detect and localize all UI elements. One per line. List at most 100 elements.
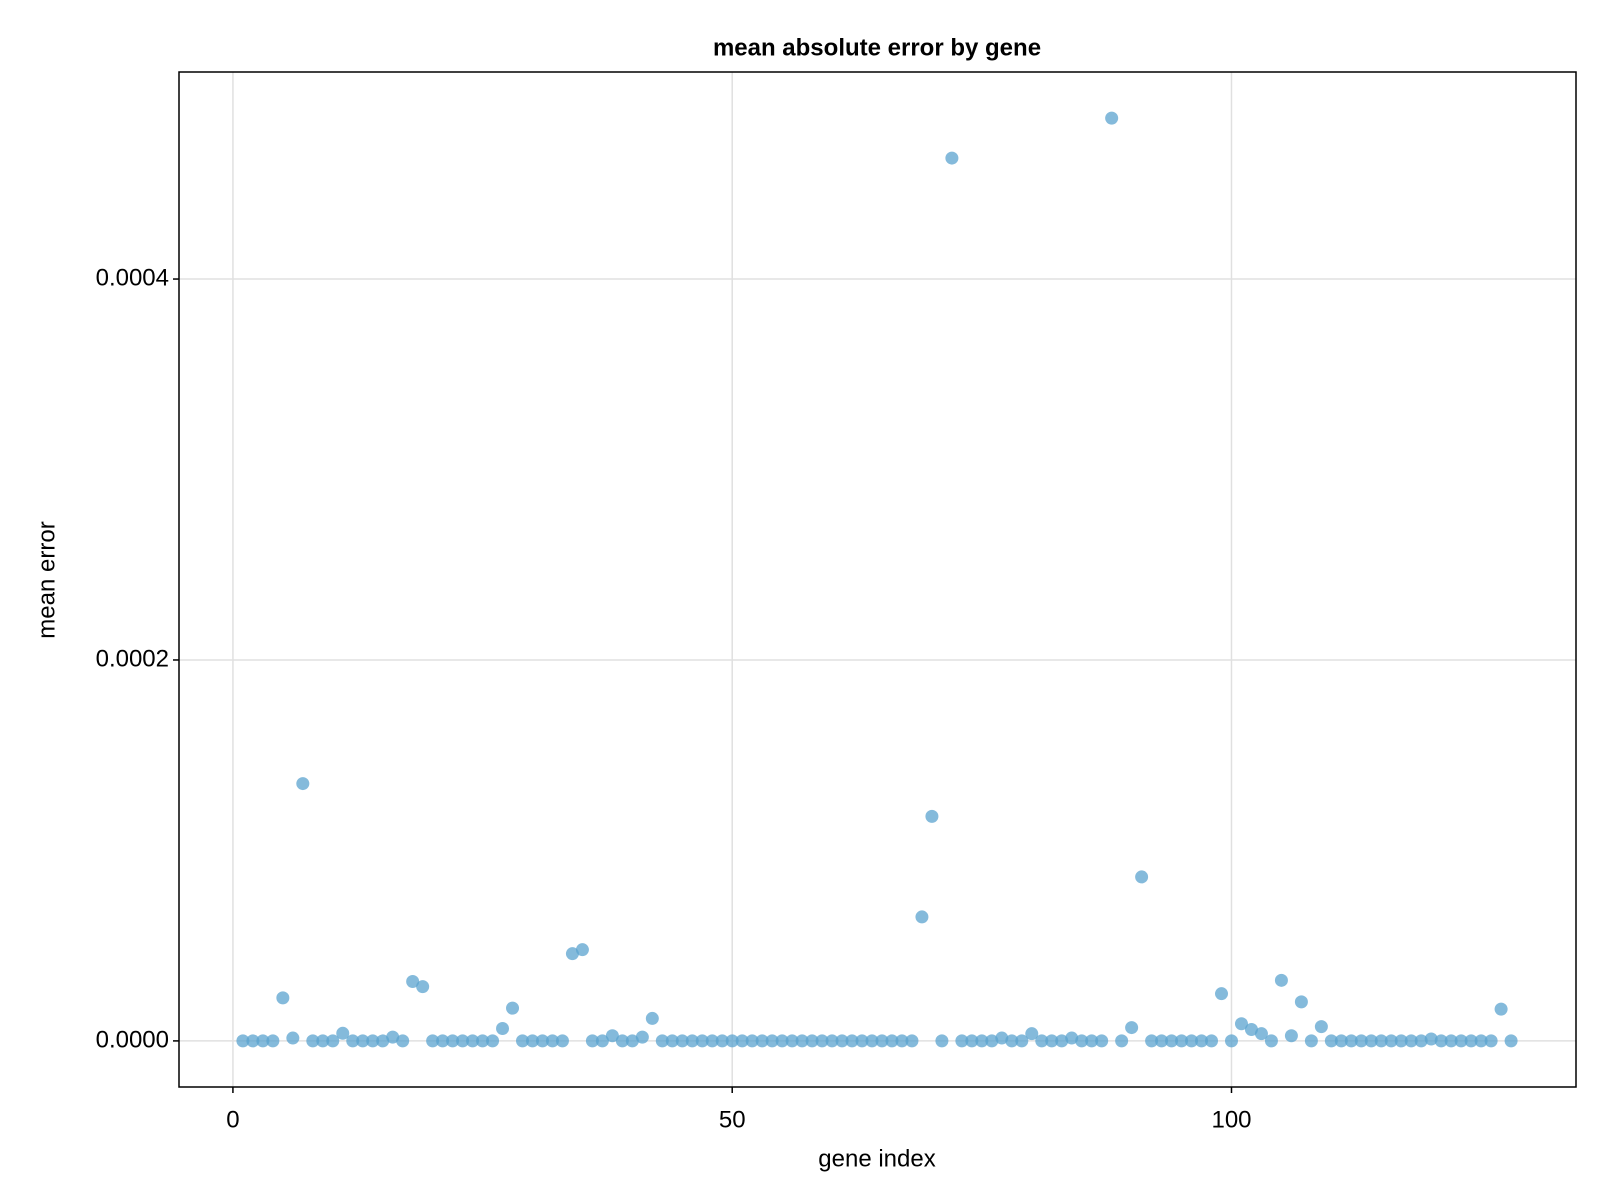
point — [1354, 1034, 1368, 1048]
point — [1274, 973, 1288, 987]
point — [745, 1034, 759, 1048]
chart-title: mean absolute error by gene — [713, 34, 1041, 61]
point — [1254, 1027, 1268, 1041]
point — [1175, 1034, 1189, 1048]
point — [1165, 1034, 1179, 1048]
point — [416, 980, 430, 994]
point — [895, 1034, 909, 1048]
point — [675, 1034, 689, 1048]
point — [1344, 1034, 1358, 1048]
point — [705, 1034, 719, 1048]
point — [1244, 1022, 1258, 1036]
point — [286, 1031, 300, 1045]
point — [1135, 870, 1149, 884]
point — [496, 1022, 510, 1036]
point — [1145, 1034, 1159, 1048]
point — [815, 1034, 829, 1048]
point — [1484, 1034, 1498, 1048]
point — [625, 1034, 639, 1048]
point — [1055, 1034, 1069, 1048]
point — [615, 1034, 629, 1048]
point — [1224, 1034, 1238, 1048]
point — [735, 1034, 749, 1048]
point — [486, 1034, 500, 1048]
point — [965, 1034, 979, 1048]
point — [1414, 1034, 1428, 1048]
point — [985, 1034, 999, 1048]
point — [276, 991, 290, 1005]
point — [426, 1034, 440, 1048]
point — [1065, 1031, 1079, 1045]
point — [1394, 1034, 1408, 1048]
point — [1494, 1002, 1508, 1016]
point — [476, 1034, 490, 1048]
point — [1474, 1034, 1488, 1048]
point — [1095, 1034, 1109, 1048]
point — [905, 1034, 919, 1048]
point — [875, 1034, 889, 1048]
point — [1205, 1034, 1219, 1048]
x-tick-label: 0 — [226, 1106, 239, 1133]
point — [1185, 1034, 1199, 1048]
point — [516, 1034, 530, 1048]
point — [685, 1034, 699, 1048]
point — [1294, 995, 1308, 1009]
point — [585, 1034, 599, 1048]
point — [396, 1034, 410, 1048]
point — [1444, 1034, 1458, 1048]
plot-frame — [178, 71, 1577, 1088]
point — [1075, 1034, 1089, 1048]
point — [805, 1034, 819, 1048]
point — [795, 1034, 809, 1048]
point — [376, 1034, 390, 1048]
point — [346, 1034, 360, 1048]
point — [1384, 1034, 1398, 1048]
point — [236, 1034, 250, 1048]
point — [955, 1034, 969, 1048]
point — [715, 1034, 729, 1048]
point — [386, 1030, 400, 1044]
point — [1115, 1034, 1129, 1048]
point — [605, 1029, 619, 1043]
point — [1025, 1027, 1039, 1041]
point — [575, 943, 589, 957]
point — [1155, 1034, 1169, 1048]
point — [1234, 1017, 1248, 1031]
point — [1454, 1034, 1468, 1048]
point — [775, 1034, 789, 1048]
point — [935, 1034, 949, 1048]
point — [695, 1034, 709, 1048]
point — [1105, 111, 1119, 125]
point — [1464, 1034, 1478, 1048]
point — [755, 1034, 769, 1048]
point — [975, 1034, 989, 1048]
point — [1284, 1029, 1298, 1043]
point — [785, 1034, 799, 1048]
point — [466, 1034, 480, 1048]
point — [456, 1034, 470, 1048]
point — [525, 1034, 539, 1048]
point — [1125, 1021, 1139, 1035]
point — [635, 1030, 649, 1044]
y-axis-label: mean error — [33, 521, 60, 638]
point — [1035, 1034, 1049, 1048]
y-tick-label: 0.0000 — [96, 1026, 169, 1053]
point — [535, 1034, 549, 1048]
point — [835, 1034, 849, 1048]
point — [436, 1034, 450, 1048]
point — [725, 1034, 739, 1048]
y-tick-label: 0.0004 — [96, 264, 169, 291]
point — [995, 1031, 1009, 1045]
point — [645, 1011, 659, 1025]
x-axis-label: gene index — [818, 1145, 935, 1172]
point — [595, 1034, 609, 1048]
point — [825, 1034, 839, 1048]
y-tick-label: 0.0002 — [96, 645, 169, 672]
point — [1404, 1034, 1418, 1048]
point — [1215, 987, 1229, 1001]
point — [406, 974, 420, 988]
point — [945, 151, 959, 165]
point — [915, 910, 929, 924]
point — [446, 1034, 460, 1048]
